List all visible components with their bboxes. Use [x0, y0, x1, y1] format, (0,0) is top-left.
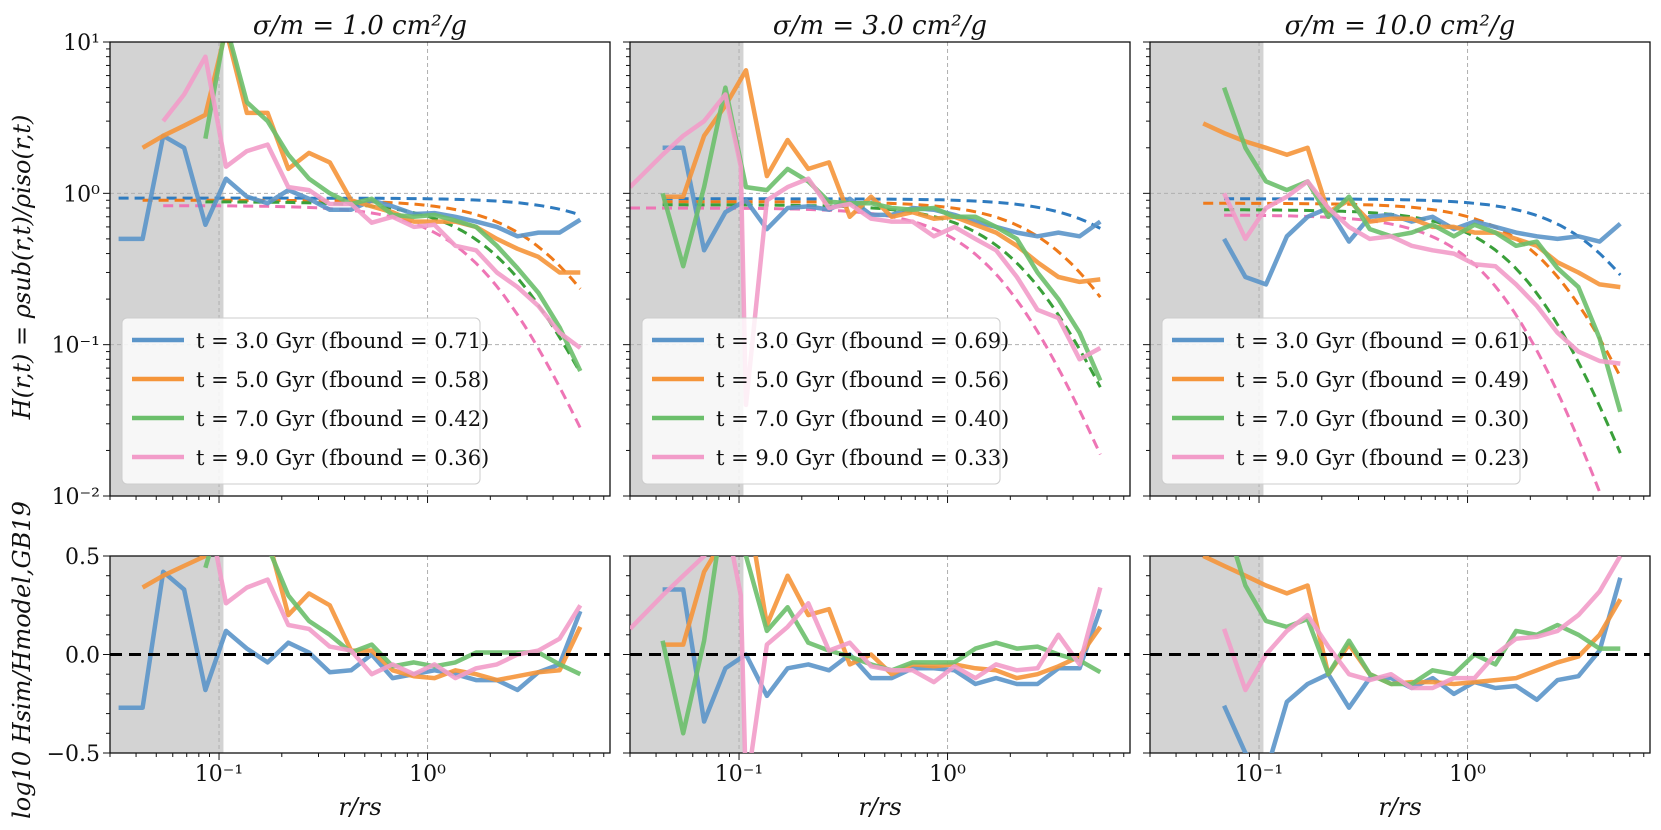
- residual-curve-4: [214, 556, 583, 681]
- panel-3: σ/m = 10.0 cm²/g 10⁻¹ 10⁰ r/rs t = 3.0 Gyr (…: [1143, 11, 1651, 821]
- xtick-label: 10⁻¹: [195, 762, 243, 787]
- model-curve-1: [662, 197, 1101, 230]
- top-ytick-label: 10⁰: [63, 182, 100, 207]
- residual-curve-2: [662, 556, 1103, 681]
- model-curve-1: [1224, 197, 1622, 276]
- bottom-ylabel: log10 Hsim/Hmodel,GB19: [8, 501, 36, 819]
- sim-curve-3: [1221, 86, 1623, 413]
- legend-label-2: t = 5.0 Gyr (fbound = 0.49): [1236, 368, 1529, 392]
- legend-label-3: t = 7.0 Gyr (fbound = 0.40): [716, 407, 1009, 431]
- sim-curve-1: [1222, 205, 1622, 287]
- legend-label-4: t = 9.0 Gyr (fbound = 0.23): [1236, 446, 1529, 470]
- xtick-label: 10⁰: [409, 762, 446, 787]
- legend-box: [1161, 317, 1521, 485]
- panel-title: σ/m = 10.0 cm²/g: [1285, 11, 1516, 41]
- residual-curve-3: [203, 556, 582, 677]
- residual-curve-1: [118, 569, 583, 710]
- legend-label-2: t = 5.0 Gyr (fbound = 0.56): [716, 368, 1009, 392]
- sim-curve-4: [161, 54, 582, 350]
- top-ytick-label: 10¹: [63, 31, 100, 56]
- sim-curve-2: [1202, 121, 1621, 290]
- bottom-ytick-label: −0.5: [47, 742, 100, 767]
- legend-box: [121, 317, 481, 485]
- xtick-label: 10⁰: [1449, 762, 1486, 787]
- bottom-ytick-label: 0.5: [65, 545, 100, 570]
- xtick-label: 10⁻¹: [1235, 762, 1283, 787]
- panels-group: σ/m = 1.0 cm²/g 10⁻¹ 10⁰ r/rs 10⁻² 10⁻¹ 10⁰ 10¹…: [47, 11, 1651, 821]
- top-ytick-label: 10⁻²: [52, 485, 100, 510]
- panel-2: σ/m = 3.0 cm²/g 10⁻¹ 10⁰ r/rs t = 3.0 Gyr (f…: [623, 11, 1131, 821]
- xtick-label: 10⁰: [929, 762, 966, 787]
- legend: t = 3.0 Gyr (fbound = 0.61) t = 5.0 Gyr (…: [1161, 317, 1529, 485]
- legend-label-3: t = 7.0 Gyr (fbound = 0.30): [1236, 407, 1529, 431]
- xtick-label: 10⁻¹: [715, 762, 763, 787]
- bottom-ytick-label: 0.0: [65, 644, 100, 669]
- legend-label-1: t = 3.0 Gyr (fbound = 0.71): [196, 329, 489, 353]
- legend-label-4: t = 9.0 Gyr (fbound = 0.33): [716, 446, 1009, 470]
- model-curve-4: [1224, 213, 1603, 496]
- residual-curve-1: [662, 587, 1103, 724]
- xlabel: r/rs: [338, 793, 381, 821]
- legend-box: [641, 317, 1001, 485]
- legend: t = 3.0 Gyr (fbound = 0.69) t = 5.0 Gyr (…: [641, 317, 1009, 485]
- legend-label-2: t = 5.0 Gyr (fbound = 0.58): [196, 368, 489, 392]
- legend-label-4: t = 9.0 Gyr (fbound = 0.36): [196, 446, 489, 470]
- top-ylabel: H(r,t) = ρsub(r,t)/ρiso(r,t): [8, 115, 36, 421]
- model-curve-2: [662, 200, 1102, 299]
- xlabel: r/rs: [1378, 793, 1421, 821]
- residual-curve-4: [1221, 556, 1623, 693]
- legend: t = 3.0 Gyr (fbound = 0.71) t = 5.0 Gyr (…: [121, 317, 489, 485]
- model-curve-4: [163, 204, 582, 429]
- resolution-shade-bottom: [1150, 556, 1264, 753]
- resolution-shade-bottom: [110, 556, 224, 753]
- top-axes-frame: [109, 41, 611, 497]
- sim-curve-4: [630, 92, 1102, 408]
- top-axes-frame: [629, 41, 1131, 497]
- legend-label-1: t = 3.0 Gyr (fbound = 0.69): [716, 329, 1009, 353]
- top-ytick-label: 10⁻¹: [52, 334, 100, 359]
- residual-curve-3: [1233, 556, 1621, 687]
- panel-title: σ/m = 1.0 cm²/g: [253, 11, 467, 41]
- panel-1: σ/m = 1.0 cm²/g 10⁻¹ 10⁰ r/rs 10⁻² 10⁻¹ 10⁰ 10¹…: [47, 11, 611, 821]
- legend-label-1: t = 3.0 Gyr (fbound = 0.61): [1236, 329, 1529, 353]
- top-axes-frame: [1149, 41, 1651, 497]
- legend-label-3: t = 7.0 Gyr (fbound = 0.42): [196, 407, 489, 431]
- sim-curve-4: [1222, 179, 1621, 366]
- panel-title: σ/m = 3.0 cm²/g: [773, 11, 987, 41]
- xlabel: r/rs: [858, 793, 901, 821]
- sim-curve-1: [118, 133, 582, 242]
- sim-curve-1: [662, 145, 1102, 253]
- model-curve-4: [630, 206, 1102, 456]
